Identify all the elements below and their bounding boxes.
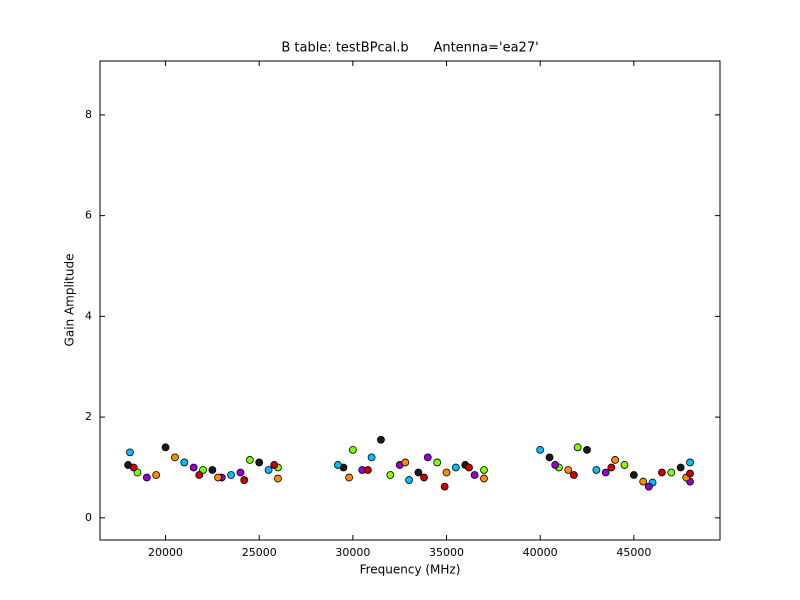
point (611, 456, 620, 464)
point (592, 466, 601, 474)
point (126, 448, 134, 457)
point (676, 463, 685, 472)
point (152, 471, 161, 479)
point (686, 458, 694, 467)
point (161, 443, 170, 452)
point (433, 458, 442, 467)
point (480, 466, 488, 474)
x-tick-label: 35000 (429, 546, 464, 559)
point (420, 473, 428, 482)
y-tick-label: 8 (85, 108, 92, 121)
point (442, 468, 451, 477)
point (348, 445, 357, 454)
x-tick-label: 30000 (335, 546, 370, 559)
point (569, 471, 578, 479)
point (236, 468, 245, 477)
point (545, 453, 554, 462)
point (386, 471, 395, 479)
point (440, 482, 449, 491)
point (658, 468, 666, 477)
x-tick-label: 40000 (523, 546, 558, 559)
point (345, 473, 354, 482)
point (480, 474, 488, 483)
point (129, 463, 138, 472)
x-tick-label: 20000 (148, 546, 183, 559)
point (189, 463, 198, 472)
point (208, 466, 217, 474)
point (274, 474, 282, 483)
y-tick-label: 0 (85, 511, 92, 524)
x-axis-label: Frequency (MHz) (360, 563, 461, 577)
point (367, 453, 376, 462)
point (573, 443, 582, 452)
point (465, 463, 473, 472)
point (401, 458, 410, 467)
point (551, 461, 560, 469)
point (644, 482, 653, 491)
point (245, 456, 254, 464)
point (583, 445, 591, 454)
x-tick-label: 25000 (242, 546, 277, 559)
plot-frame (99, 60, 721, 541)
point (423, 453, 432, 462)
point (333, 461, 342, 469)
point (620, 461, 629, 469)
point (686, 469, 694, 478)
y-tick-label: 2 (85, 410, 92, 423)
point (240, 476, 249, 484)
point (227, 471, 236, 479)
point (629, 471, 638, 479)
point (270, 461, 279, 469)
point (601, 468, 610, 477)
point (264, 466, 273, 474)
point (255, 458, 264, 467)
point (180, 458, 189, 467)
point (377, 435, 385, 444)
x-tick-label: 45000 (616, 546, 651, 559)
point (214, 473, 222, 482)
chart-title: B table: testBPcal.b Antenna='ea27' (281, 41, 538, 56)
point (363, 466, 372, 474)
point (414, 468, 423, 477)
point (667, 468, 676, 477)
point (607, 463, 616, 472)
y-tick-label: 4 (85, 309, 92, 322)
point (195, 471, 204, 479)
point (142, 473, 151, 482)
point (470, 471, 479, 479)
point (564, 466, 573, 474)
y-tick-label: 6 (85, 209, 92, 222)
point (639, 477, 648, 486)
point (405, 476, 413, 484)
point (171, 453, 179, 462)
point (536, 445, 545, 454)
point (451, 463, 460, 472)
y-axis-label: Gain Amplitude (63, 254, 77, 347)
